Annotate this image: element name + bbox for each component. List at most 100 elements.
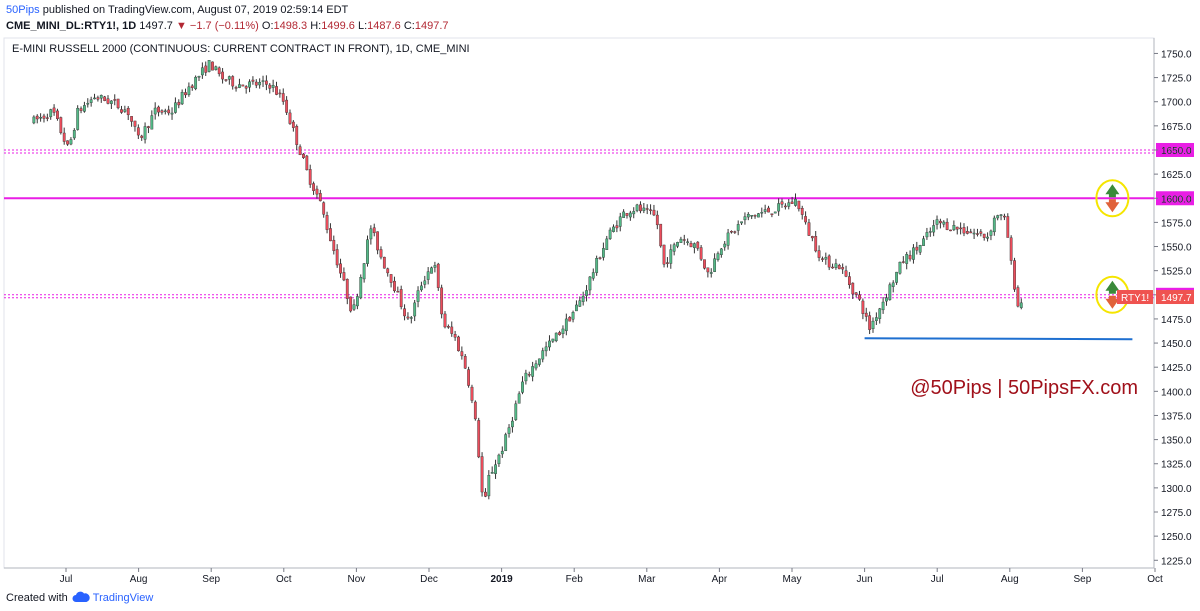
candle-body [480,456,484,493]
time-tick-label: Sep [202,574,220,584]
candle-body [1003,215,1006,218]
candle-body [992,217,996,233]
candle-body [116,98,120,109]
candle-body [126,108,130,116]
candle-body [450,326,454,334]
author-link[interactable]: 50Pips [6,4,40,16]
candle-body [622,211,626,218]
high-value: 1499.6 [321,20,355,32]
candle-body [669,249,673,264]
candle-body [817,250,821,258]
candle-body [35,115,39,120]
candle-body [938,220,942,224]
candle-body [362,263,366,280]
candle-body [716,253,720,260]
candle-body [824,257,828,260]
price-tick-label: 1575.0 [1161,218,1192,229]
time-tick-label: Feb [566,574,584,584]
candle-body [905,254,909,264]
price-tick-label: 1250.0 [1161,532,1192,543]
symbol-label: RTY1! [1121,293,1149,304]
candle-body [655,214,659,226]
candle-body [393,280,396,292]
candle-body [106,98,110,104]
candle-body [659,223,663,247]
symbol-price-tag [1117,290,1153,305]
candle-body [93,97,96,100]
candle-body [982,233,986,238]
candle-body [221,71,224,80]
candle-body [874,317,878,321]
tradingview-link[interactable]: TradingView [92,592,154,604]
candle-body [632,211,636,215]
candle-body [757,213,760,218]
candle-body [719,248,723,255]
candle-body [308,169,312,185]
level-price-label: 1600.0 [1161,194,1192,205]
price-tick-label: 1550.0 [1161,243,1192,254]
candle-body [736,224,740,231]
candle-body [136,127,140,136]
candle-body [457,336,460,352]
candle-body [827,255,831,268]
candle-body [962,227,966,234]
candle-body [686,241,690,243]
price-tick-label: 1750.0 [1161,49,1192,60]
footer: Created with TradingView [0,584,1200,611]
candle-body [190,85,194,88]
candle-body [773,211,777,214]
candle-body [554,332,558,342]
price-axis[interactable]: 1225.0 1250.0 1275.0 1300.0 1325.0 1350.0 1375… [1117,49,1194,567]
candle-body [103,96,107,101]
candle-body [790,201,794,204]
candle-body [642,207,646,211]
candle-body [500,450,504,455]
candle-body [59,117,63,133]
symbol-label[interactable]: CME_MINI_DL:RTY1!, 1D [6,20,137,32]
candle-body [925,232,929,238]
candle-body [382,256,386,269]
time-tick-label: Jul [60,574,73,584]
candle-body [922,238,925,246]
candle-body [848,276,851,286]
candle-body [167,109,171,114]
candle-body [386,268,390,274]
price-tick-label: 1700.0 [1161,98,1192,109]
candle-body [915,246,919,251]
watermark-text: @50Pips | 50PipsFX.com [910,377,1138,399]
candle-body [1009,237,1013,261]
candle-body [696,241,700,249]
candle-body [945,221,949,230]
candle-body [130,116,133,122]
candle-body [639,204,642,212]
support-trendline [864,337,1133,341]
candle-body [477,420,481,458]
candle-body [969,231,973,234]
time-axis[interactable]: Jul Aug Sep Oct Nov Dec 2019 Feb Mar Apr May Jun Jul… [60,568,1163,584]
candle-body [868,315,872,330]
candle-body [537,358,541,365]
candle-body [797,200,801,210]
candle-body [595,258,599,273]
candle-body [514,403,518,420]
candle-body [234,87,238,89]
candle-body [551,338,555,342]
candle-body [312,183,315,191]
candle-body [72,130,76,139]
candle-body [49,109,53,118]
candle-body [750,215,754,217]
candle-body [881,301,885,311]
candle-body [831,266,834,269]
candle-body [807,222,811,236]
candle-body [120,109,123,113]
candle-body [575,304,578,312]
tradingview-cloud-icon [72,591,90,602]
support-line[interactable] [864,337,1133,341]
candlestick-chart[interactable]: E-MINI RUSSELL 2000 (CONTINUOUS: CURRENT… [0,36,1200,584]
candle-body [467,369,470,386]
candle-body [157,106,160,113]
candle-body [487,475,491,497]
candle-body [497,454,501,465]
candle-body [777,203,781,212]
candle-body [548,340,551,348]
